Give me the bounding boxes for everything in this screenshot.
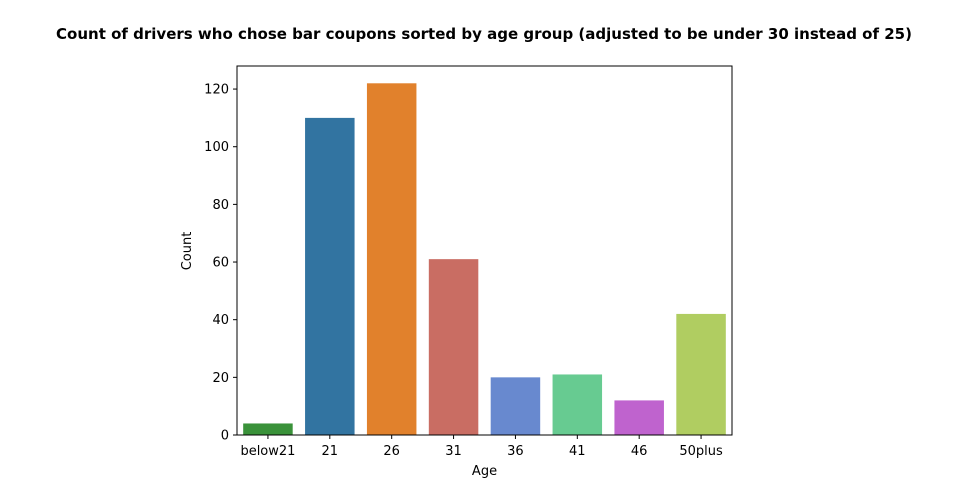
x-tick-label: 50plus (679, 444, 723, 459)
x-tick-label: 41 (569, 444, 586, 459)
x-tick-label: 21 (322, 444, 339, 459)
bar-50plus (676, 313, 726, 435)
bar-36 (490, 377, 541, 435)
bars-group (243, 83, 726, 435)
y-tick-label: 80 (212, 198, 229, 213)
bar-below21 (243, 423, 293, 435)
y-tick-label: 20 (212, 371, 229, 386)
x-axis-label: Age (472, 464, 497, 479)
chart-title: Count of drivers who chose bar coupons s… (56, 25, 912, 43)
bar-21 (305, 117, 355, 435)
y-axis-ticks: 0 20 40 60 80 100 120 (204, 83, 237, 444)
bar-41 (552, 374, 603, 435)
y-tick-label: 40 (212, 313, 229, 328)
plot-frame (236, 65, 733, 436)
y-tick-label: 100 (204, 140, 229, 155)
y-tick-label: 120 (204, 83, 229, 98)
x-tick-label: below21 (240, 444, 295, 459)
x-tick-label: 36 (507, 444, 524, 459)
x-tick-label: 26 (383, 444, 400, 459)
y-tick-label: 60 (212, 256, 229, 271)
x-tick-label: 46 (631, 444, 648, 459)
x-axis-ticks: below21 21 26 31 36 41 46 50plus (240, 435, 723, 459)
x-tick-label: 31 (445, 444, 462, 459)
bar-26 (366, 83, 417, 435)
bar-31 (428, 259, 479, 435)
y-tick-label: 0 (221, 429, 229, 444)
bar-46 (614, 400, 664, 435)
y-axis-label: Count (180, 232, 195, 271)
